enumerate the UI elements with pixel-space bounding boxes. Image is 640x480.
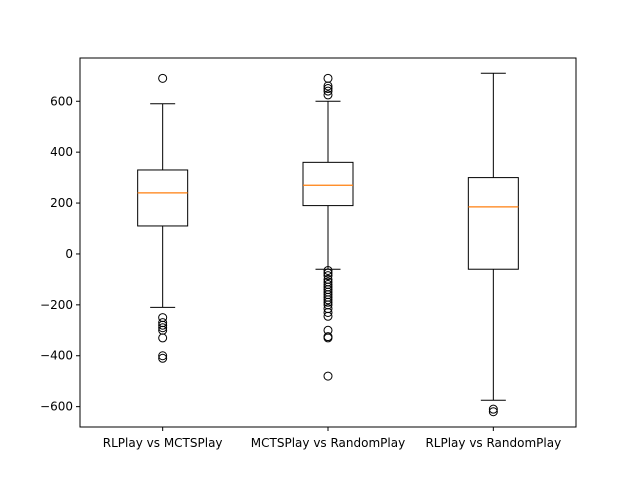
box-iqr xyxy=(302,161,354,207)
outlier-point xyxy=(158,320,168,330)
boxes-layer xyxy=(137,72,519,417)
box-group xyxy=(137,73,189,363)
outlier-point xyxy=(323,295,333,305)
y-tick-label: 200 xyxy=(50,196,73,210)
outlier-point xyxy=(158,353,168,363)
y-tick-label: −600 xyxy=(40,400,73,414)
x-category-label: MCTSPlay vs RandomPlay xyxy=(251,436,405,450)
outlier-point xyxy=(323,86,333,96)
outlier-point xyxy=(323,311,333,321)
plot-frame xyxy=(79,57,577,428)
y-axis: −600 −400 −200 0 200 400 600 xyxy=(40,94,80,414)
outlier-point xyxy=(323,371,333,381)
x-axis: RLPlay vs MCTSPlay MCTSPlay vs RandomPlay… xyxy=(103,427,561,450)
x-category-label: RLPlay vs MCTSPlay xyxy=(103,436,223,450)
y-tick-label: 400 xyxy=(50,145,73,159)
y-tick-label: −200 xyxy=(40,298,73,312)
outlier-point xyxy=(323,265,333,275)
y-tick-label: 0 xyxy=(65,247,73,261)
outlier-point xyxy=(158,333,168,343)
outlier-point xyxy=(323,297,333,307)
outlier-point xyxy=(323,84,333,94)
x-category-label: RLPlay vs RandomPlay xyxy=(425,436,561,450)
outlier-point xyxy=(158,351,168,361)
outlier-point xyxy=(158,73,168,83)
box-group xyxy=(302,73,354,381)
outlier-point xyxy=(488,407,498,417)
y-tick-label: 600 xyxy=(50,94,73,108)
y-tick-label: −400 xyxy=(40,349,73,363)
outlier-point xyxy=(323,307,333,317)
outlier-point xyxy=(323,268,333,278)
outlier-point xyxy=(323,81,333,91)
box-group xyxy=(467,72,519,417)
outlier-point xyxy=(323,90,333,100)
outlier-point xyxy=(323,271,333,281)
box-iqr xyxy=(467,177,519,270)
outlier-point xyxy=(158,323,168,333)
outlier-point xyxy=(323,333,333,343)
box-iqr xyxy=(137,169,189,227)
outlier-point xyxy=(488,404,498,414)
